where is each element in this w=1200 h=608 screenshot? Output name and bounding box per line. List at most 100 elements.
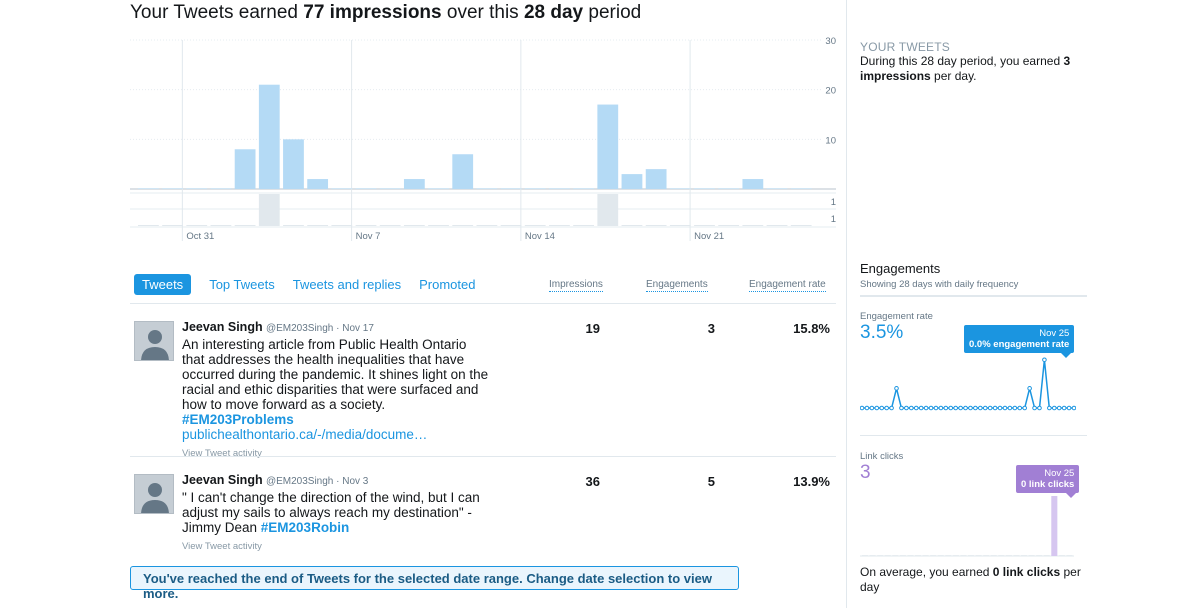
tweet-hashtag[interactable]: #EM203Problems <box>182 412 294 427</box>
tweet-engagements: 5 <box>707 474 715 489</box>
column-engagement-rate[interactable]: Engagement rate <box>749 279 826 292</box>
tweet-author-name[interactable]: Jeevan Singh <box>182 473 263 487</box>
engagements-title: Engagements <box>860 261 941 276</box>
your-tweets-text: During this 28 day period, you earned 3 … <box>860 54 1090 84</box>
impressions-bar <box>597 104 619 189</box>
engagement-rate-label: Engagement rate <box>860 311 933 322</box>
view-tweet-activity-link[interactable]: View Tweet activity <box>182 448 262 459</box>
engagement-rate-point <box>879 405 885 411</box>
rate-card-divider <box>860 435 1087 436</box>
tweet-header: Jeevan Singh @EM203Singh · Nov 17 <box>182 320 492 336</box>
impressions-bar <box>355 188 377 189</box>
engagement-rate-point <box>992 405 998 411</box>
engagements-bar <box>331 225 353 226</box>
impressions-bar <box>718 188 740 189</box>
your-tweets-text-suffix: per day. <box>934 69 977 83</box>
headline-prefix: Your Tweets earned <box>130 2 298 23</box>
tab-tweets-and-replies[interactable]: Tweets and replies <box>292 276 402 292</box>
tweet-row[interactable]: Jeevan Singh @EM203Singh · Nov 3 " I can… <box>130 473 836 553</box>
engagements-panel-header: Engagements Showing 28 days with daily f… <box>860 261 1090 290</box>
engagement-rate-point <box>958 405 963 411</box>
tweet-author-name[interactable]: Jeevan Singh <box>182 320 263 334</box>
column-impressions[interactable]: Impressions <box>549 279 603 292</box>
engagement-rate-point <box>889 405 894 411</box>
headline-period: 28 day <box>523 2 584 23</box>
engagement-rate-point <box>987 405 993 411</box>
engagement-rate-point <box>1007 405 1013 411</box>
tab-top-tweets[interactable]: Top Tweets <box>209 276 275 292</box>
engagements-bar <box>283 225 304 226</box>
link-clicks-bar <box>952 555 959 556</box>
impressions-bar <box>210 188 232 189</box>
tab-tweets[interactable]: Tweets <box>134 273 192 295</box>
tweet-text-body: An interesting article from Public Healt… <box>182 337 489 412</box>
avatar[interactable] <box>134 474 174 514</box>
impressions-bar <box>549 188 570 189</box>
link-tooltip-date: Nov 25 <box>1044 468 1075 479</box>
engagement-rate-point <box>874 405 880 411</box>
tweet-text: " I can't change the direction of the wi… <box>182 490 492 535</box>
engagement-rate-point <box>1002 405 1008 411</box>
impressions-bar <box>500 188 522 189</box>
impressions-bar <box>573 188 594 189</box>
impressions-bar <box>283 139 304 189</box>
link-clicks-bar <box>983 555 990 556</box>
y-tick-label: 30 <box>825 36 836 47</box>
link-clicks-bar <box>945 555 952 556</box>
engagements-bar <box>573 225 594 226</box>
impressions-bar <box>138 188 159 189</box>
tweet-meta: @EM203Singh · Nov 3 <box>265 476 369 487</box>
link-clicks-bar <box>1013 555 1020 556</box>
tab-promoted[interactable]: Promoted <box>419 276 476 292</box>
engagement-rate-tooltip: Nov 25 0.0% engagement rate <box>964 325 1075 358</box>
tweet-engagement-rate: 13.9% <box>793 474 830 489</box>
engagement-rate-point <box>923 405 929 411</box>
engagement-rate-point <box>997 405 1003 411</box>
engagement-rate-point <box>1047 405 1052 411</box>
engagements-bar <box>742 225 764 226</box>
tweet-hashtag[interactable]: #EM203Robin <box>260 520 350 535</box>
engagements-bar <box>234 225 256 226</box>
impressions-bar <box>524 188 546 189</box>
impressions-bar <box>766 188 788 189</box>
impressions-bar <box>645 169 667 189</box>
impressions-bar <box>379 188 401 189</box>
link-clicks-bar <box>990 555 997 556</box>
engagement-rate-point <box>973 405 978 411</box>
link-clicks-bar <box>907 555 914 556</box>
impressions-bar <box>428 188 449 189</box>
link-clicks-bar <box>1051 496 1058 556</box>
tweet-row[interactable]: Jeevan Singh @EM203Singh · Nov 17 An int… <box>130 320 836 459</box>
engagement-rate-point <box>933 405 939 411</box>
link-clicks-bar <box>869 555 876 556</box>
tweet-link[interactable]: publichealthontario.ca/-/media/docume… <box>182 427 428 442</box>
engagements-bar <box>452 225 474 226</box>
engagement-rate-point <box>982 405 988 411</box>
headline-middle: over this <box>446 2 519 23</box>
engagement-rate-point <box>918 405 924 411</box>
default-user-icon <box>141 483 169 513</box>
column-engagements[interactable]: Engagements <box>646 279 708 292</box>
engagement-rate-point <box>938 405 944 411</box>
tweet-engagements: 3 <box>707 321 715 336</box>
link-clicks-average: On average, you earned 0 link clicks per… <box>860 565 1090 595</box>
your-tweets-value: 3 impressions <box>860 54 1071 83</box>
engagement-rate-point <box>1027 386 1032 391</box>
link-clicks-tooltip: Nov 25 0 link clicks <box>1016 465 1080 498</box>
engagements-bar <box>476 225 498 226</box>
engagement-rate-point <box>899 405 904 411</box>
engagements-bar <box>162 225 183 226</box>
view-tweet-activity-link[interactable]: View Tweet activity <box>182 541 262 552</box>
impressions-bar <box>790 188 812 189</box>
engagements-bar <box>403 225 425 226</box>
engagements-bar <box>645 225 667 226</box>
engagement-rate-point <box>953 405 958 411</box>
engagements-bar <box>766 225 788 226</box>
engagement-rate-point <box>1032 405 1037 411</box>
avatar[interactable] <box>134 321 174 361</box>
end-of-tweets-banner[interactable]: You've reached the end of Tweets for the… <box>130 566 739 601</box>
engagement-rate-point <box>864 405 870 411</box>
link-clicks-bar <box>998 555 1005 556</box>
impressions-bar <box>331 188 353 189</box>
impressions-bar <box>258 84 280 189</box>
